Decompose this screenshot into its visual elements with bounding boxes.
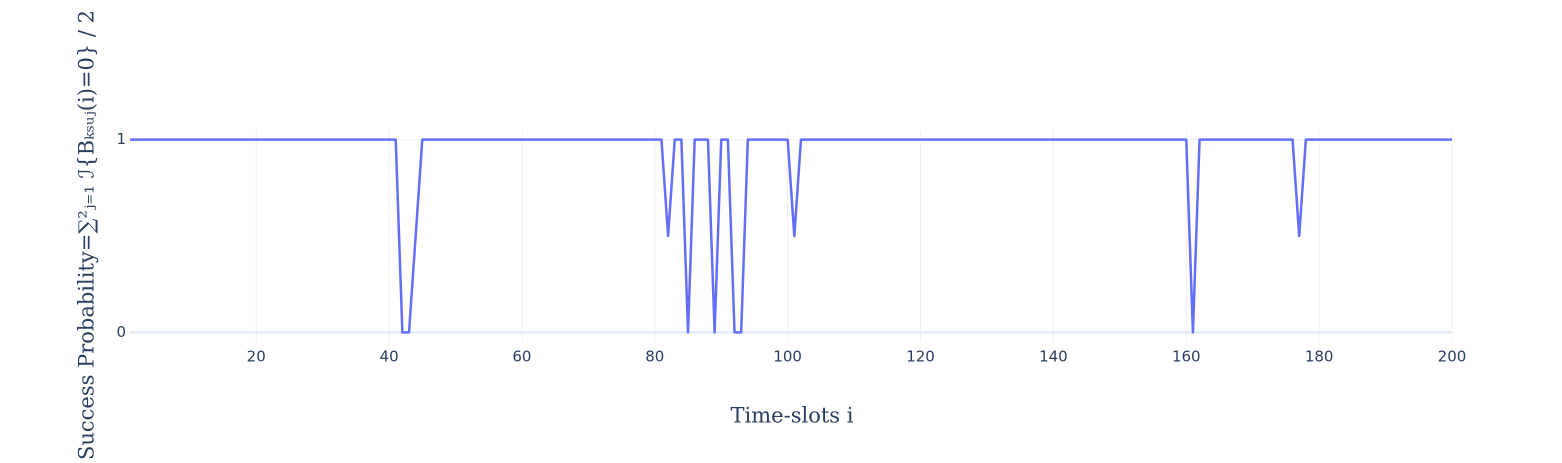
x-tick-label: 200: [1438, 348, 1467, 366]
x-tick-label: 60: [512, 348, 531, 366]
x-tick-label: 20: [247, 348, 266, 366]
data-line: [130, 138, 1452, 334]
x-tick-label: 140: [1039, 348, 1068, 366]
y-tick-label: 1: [116, 130, 126, 148]
x-tick-label: 160: [1172, 348, 1201, 366]
x-tick-label: 100: [773, 348, 802, 366]
x-tick-label: 120: [906, 348, 935, 366]
x-tick-label: 180: [1305, 348, 1334, 366]
y-tick-label: 0: [116, 323, 126, 341]
x-tick-label: 80: [645, 348, 664, 366]
y-axis-title: Success Probability=∑²ⱼ₌₁ ℐ{Bₖₛᵤⱼ(i)=0} …: [75, 10, 99, 460]
x-tick-label: 40: [380, 348, 399, 366]
x-axis-title: Time-slots i: [731, 404, 854, 428]
